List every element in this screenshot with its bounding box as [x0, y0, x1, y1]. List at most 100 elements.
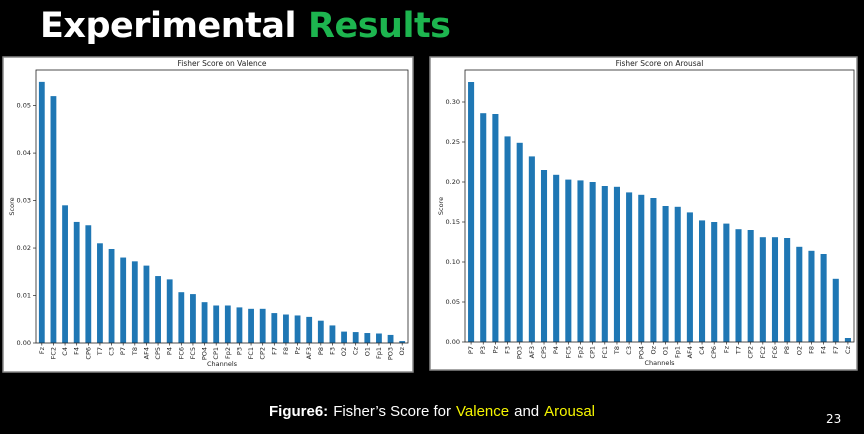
- title-word: Experimental: [40, 6, 297, 46]
- x-tick-label: Fz: [38, 346, 46, 354]
- x-tick-label: Fp1: [375, 347, 383, 359]
- x-tick-label: Oz: [649, 345, 657, 354]
- x-tick-label: AF4: [686, 346, 694, 358]
- caption: Figure6: Fisher’s Score for Valence and …: [0, 403, 864, 420]
- bar: [589, 182, 596, 342]
- bar: [97, 243, 103, 343]
- x-tick-label: FC5: [564, 346, 572, 358]
- bar: [120, 257, 127, 343]
- x-tick-label: T7: [96, 347, 104, 356]
- bar: [62, 205, 68, 343]
- bar: [85, 225, 92, 343]
- caption-part: and: [514, 403, 540, 420]
- bar: [686, 212, 693, 342]
- bar: [832, 278, 839, 342]
- bar: [711, 222, 718, 342]
- x-tick-label: PO3: [387, 347, 395, 360]
- x-tick-label: FC2: [759, 346, 767, 358]
- bar: [224, 305, 231, 343]
- plot-frame: [464, 69, 855, 343]
- bar: [271, 313, 278, 343]
- title-word: Results: [308, 6, 451, 46]
- y-tick-label: 0.10: [446, 258, 460, 266]
- x-tick-label: CP6: [710, 346, 718, 359]
- x-tick-label: P4: [552, 346, 560, 354]
- bar: [808, 250, 815, 342]
- slide-title: Experimental Results: [40, 6, 451, 46]
- x-tick-label: F7: [270, 347, 278, 355]
- bar: [108, 248, 115, 343]
- x-tick-label: F4: [820, 346, 828, 354]
- bar: [784, 238, 791, 342]
- bar: [399, 341, 406, 343]
- bar: [38, 81, 45, 343]
- x-tick-label: AF3: [528, 346, 536, 358]
- bar: [306, 316, 313, 343]
- bar: [155, 276, 161, 343]
- x-tick-label: F7: [832, 346, 840, 354]
- bar: [723, 223, 730, 342]
- y-tick-label: 0.20: [446, 178, 460, 186]
- x-axis-label: Channels: [207, 360, 238, 368]
- x-tick-label: CP1: [589, 346, 597, 359]
- bar: [504, 136, 511, 342]
- bar: [317, 320, 324, 343]
- y-tick-label: 0.04: [17, 149, 31, 157]
- bar: [131, 261, 138, 343]
- x-tick-label: CP6: [84, 347, 92, 360]
- bar: [73, 221, 80, 343]
- x-tick-label: Pz: [491, 345, 499, 353]
- x-tick-label: Cz: [352, 346, 360, 355]
- x-tick-label: T8: [131, 347, 139, 356]
- chart-panel: [2, 56, 414, 373]
- x-tick-label: P8: [317, 347, 325, 355]
- bar: [352, 332, 359, 343]
- x-tick-label: P7: [467, 346, 475, 354]
- bar: [553, 174, 560, 342]
- x-tick-label: P7: [119, 347, 127, 355]
- bar: [283, 314, 289, 343]
- bar: [166, 279, 173, 343]
- x-tick-label: O1: [363, 347, 371, 356]
- x-tick-label: O2: [795, 346, 803, 355]
- bar: [190, 294, 196, 343]
- bar: [601, 186, 608, 342]
- x-tick-label: Fp2: [576, 346, 584, 358]
- x-tick-label: O1: [662, 346, 670, 355]
- x-tick-label: T8: [613, 346, 621, 355]
- bar: [201, 302, 208, 343]
- bar: [213, 305, 220, 343]
- x-tick-label: CP2: [259, 347, 267, 360]
- bar: [699, 220, 706, 342]
- bar: [376, 333, 382, 343]
- bar: [771, 237, 779, 342]
- caption-part: Figure6:: [269, 403, 329, 420]
- x-tick-label: P8: [783, 346, 791, 354]
- x-tick-label: Oz: [398, 346, 406, 355]
- chart-title: Fisher Score on Valence: [177, 59, 266, 68]
- bar: [626, 192, 633, 342]
- x-tick-label: F8: [282, 347, 290, 355]
- x-tick-label: P3: [235, 347, 243, 355]
- x-tick-label: FC2: [49, 347, 57, 359]
- y-tick-label: 0.30: [446, 98, 460, 106]
- bar: [492, 114, 499, 342]
- y-tick-label: 0.01: [17, 292, 31, 300]
- bar: [50, 96, 57, 344]
- bar: [747, 230, 754, 342]
- x-tick-label: PO4: [637, 346, 645, 359]
- x-tick-label: P4: [166, 347, 174, 355]
- caption-part: Arousal: [544, 403, 595, 420]
- y-tick-label: 0.15: [446, 218, 460, 226]
- bar: [178, 292, 185, 343]
- x-tick-label: T7: [735, 346, 743, 355]
- bar: [387, 334, 394, 343]
- x-tick-label: Fp1: [674, 346, 682, 358]
- y-axis-label: Score: [8, 197, 16, 215]
- x-tick-label: O2: [340, 347, 348, 356]
- chart-title: Fisher Score on Arousal: [616, 59, 704, 68]
- x-tick-label: F4: [73, 347, 81, 355]
- plot-frame: [35, 69, 409, 344]
- bar: [735, 229, 742, 342]
